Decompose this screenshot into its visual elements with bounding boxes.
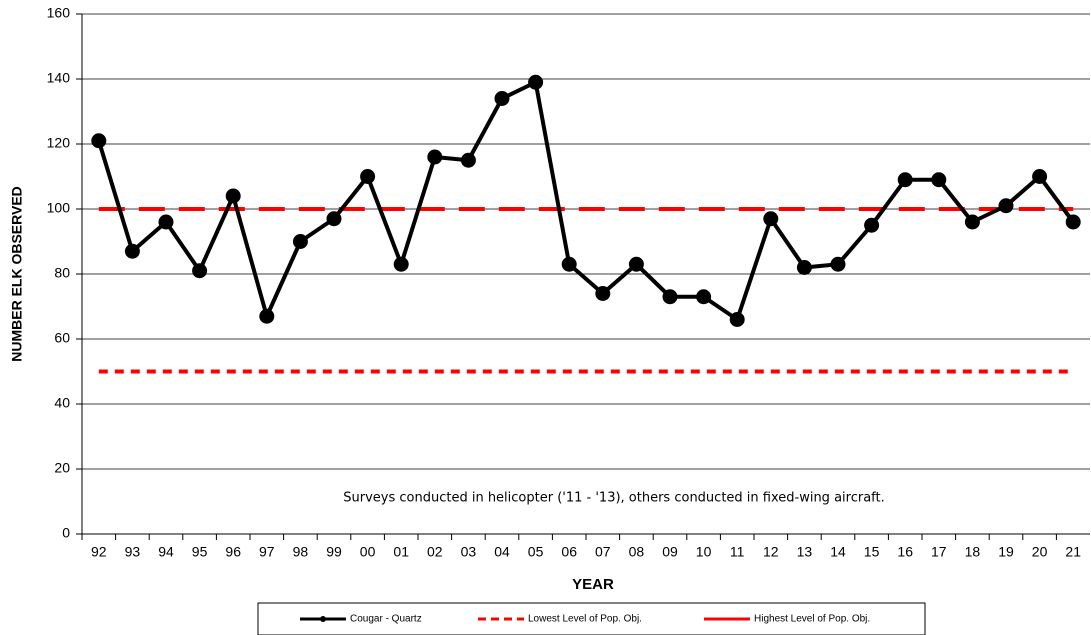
x-tick-label: 05 [528,544,544,560]
x-tick-label: 15 [864,544,880,560]
marker [830,256,846,272]
x-tick-label: 10 [696,544,712,560]
x-tick-label: 17 [931,544,947,560]
x-tick-label: 09 [662,544,678,560]
marker [292,234,308,249]
legend-label: Lowest Level of Pop. Obj. [528,614,642,625]
marker [561,256,577,272]
x-axis-label: YEAR [572,576,614,593]
x-tick-label: 13 [797,544,813,560]
annotation: Surveys conducted in helicopter ('11 - '… [343,491,885,506]
x-tick-label: 97 [259,544,275,560]
y-tick-label: 100 [47,200,71,216]
marker [897,172,913,188]
y-tick-label: 80 [54,265,70,281]
x-tick-label: 93 [125,544,141,560]
marker [91,133,107,149]
legend-label: Highest Level of Pop. Obj. [754,614,870,625]
marker [393,256,409,272]
x-tick-label: 11 [730,544,745,560]
x-tick-label: 02 [427,544,443,560]
marker [864,217,880,233]
marker [729,312,745,327]
marker [796,260,812,275]
x-tick-label: 04 [494,544,510,560]
y-tick-label: 40 [54,395,70,411]
legend-box [257,602,926,635]
x-tick-label: 07 [595,544,611,560]
x-tick-label: 01 [393,544,409,560]
x-tick-label: 00 [360,544,376,560]
x-tick-label: 99 [326,544,342,560]
y-tick-label: 140 [47,70,71,86]
x-tick-label: 92 [91,544,107,560]
x-tick-label: 98 [293,544,309,560]
marker [528,74,544,90]
marker [1065,214,1081,230]
marker [662,289,678,305]
marker [763,211,779,227]
marker [1032,169,1048,184]
x-tick-label: 08 [629,544,645,560]
marker [696,289,712,305]
x-tick-label: 94 [158,544,174,560]
marker [595,286,611,301]
marker [192,263,208,279]
y-tick-label: 120 [47,135,71,151]
x-tick-label: 20 [1032,544,1048,560]
x-tick-label: 96 [225,544,241,560]
marker [628,256,644,272]
marker [360,169,376,184]
x-tick-label: 95 [192,544,208,560]
y-axis-label: NUMBER ELK OBSERVED [9,186,25,362]
legend-label: Cougar - Quartz [350,614,422,625]
x-tick-label: 16 [897,544,913,560]
marker [964,214,980,230]
marker [427,149,443,165]
marker [931,172,947,188]
x-tick-label: 03 [461,544,477,560]
y-tick-label: 160 [47,5,71,21]
marker [494,91,510,106]
marker [460,152,476,168]
y-tick-label: 0 [62,525,70,541]
marker [998,198,1014,214]
marker [124,243,140,259]
marker [225,188,241,204]
marker [326,211,342,227]
legend-marker [320,616,326,622]
x-tick-label: 21 [1065,544,1081,560]
x-tick-label: 18 [965,544,981,560]
x-tick-label: 14 [830,544,846,560]
marker [259,308,275,324]
marker [158,214,174,230]
y-tick-label: 20 [54,460,70,476]
x-tick-label: 12 [763,544,779,560]
x-tick-label: 06 [561,544,577,560]
series-line [96,80,1075,322]
y-tick-label: 60 [54,330,70,346]
x-tick-label: 19 [998,544,1014,560]
